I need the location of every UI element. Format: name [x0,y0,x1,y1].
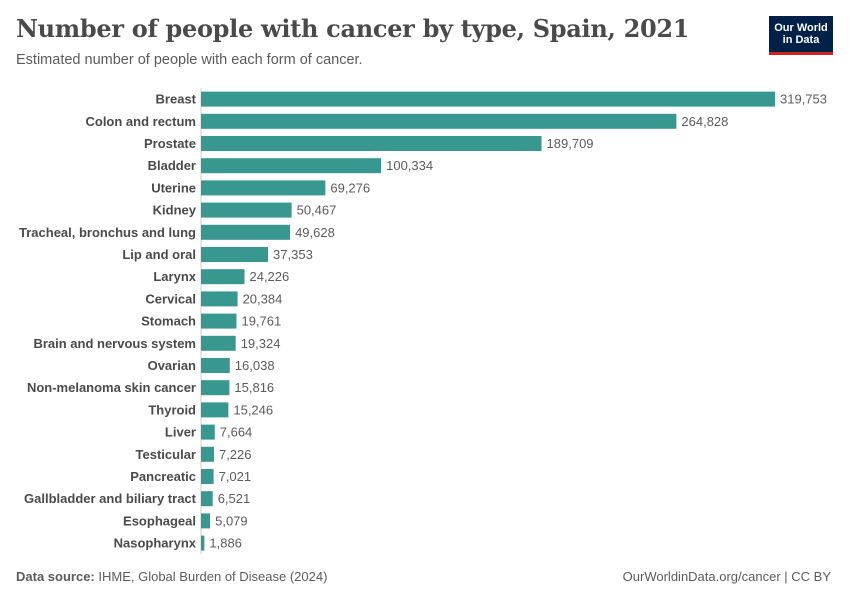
value-label: 1,886 [209,536,242,551]
bar[interactable] [201,202,292,218]
value-label: 6,521 [218,491,251,506]
value-label: 7,664 [220,425,253,440]
category-label: Uterine [151,180,196,195]
bar[interactable] [201,269,245,285]
value-label: 16,038 [235,358,275,373]
value-label: 19,324 [241,336,281,351]
logo-line-2: in Data [782,34,820,46]
chart-title: Number of people with cancer by type, Sp… [16,14,690,43]
value-label: 24,226 [249,269,289,284]
category-label: Nasopharynx [114,536,197,551]
data-source-text[interactable]: IHME, Global Burden of Disease (2024) [98,569,328,584]
value-label: 19,761 [241,314,281,329]
category-label: Prostate [144,136,196,151]
bar[interactable] [201,291,238,307]
category-label: Ovarian [148,358,196,373]
value-label: 319,753 [780,92,827,107]
bar[interactable] [201,247,269,262]
category-label: Esophageal [123,513,196,528]
value-label: 189,709 [547,136,594,151]
bar[interactable] [201,136,542,151]
bar[interactable] [201,402,229,418]
bar-chart: Breast 319,753 Colon and rectum 264,828 Pros… [19,88,827,555]
category-label: Pancreatic [130,469,196,484]
value-label: 5,079 [215,513,248,528]
category-label: Colon and rectum [85,114,196,129]
bar[interactable] [201,91,775,107]
category-label: Testicular [136,447,196,462]
chart-subtitle: Estimated number of people with each for… [16,52,363,68]
owid-logo[interactable]: Our World in Data [769,16,833,55]
footer-url-link[interactable]: OurWorldinData.org/cancer | CC BY [622,569,831,584]
value-label: 50,467 [297,203,337,218]
logo-line-1: Our World [774,22,828,34]
value-label: 100,334 [386,158,433,173]
category-label: Breast [156,92,197,107]
bar[interactable] [201,513,211,529]
category-label: Larynx [153,269,196,284]
category-label: Kidney [153,203,197,218]
category-label: Liver [165,425,196,440]
category-label: Cervical [145,291,196,306]
value-label: 49,628 [295,225,335,240]
data-source: Data source: IHME, Global Burden of Dise… [16,569,327,584]
bar[interactable] [201,380,230,396]
category-label: Non-melanoma skin cancer [27,380,196,395]
bar[interactable] [201,180,326,196]
category-label: Tracheal, bronchus and lung [19,225,196,240]
bar[interactable] [201,313,237,329]
bar[interactable] [201,491,213,507]
bar[interactable] [201,358,230,373]
value-label: 15,816 [234,380,274,395]
value-label: 7,021 [219,469,252,484]
value-label: 15,246 [233,402,273,417]
value-label: 69,276 [330,180,370,195]
category-label: Stomach [141,314,196,329]
bar[interactable] [201,158,382,174]
data-source-label: Data source: [16,569,95,584]
category-label: Lip and oral [122,247,196,262]
category-label: Thyroid [148,402,196,417]
value-label: 7,226 [219,447,252,462]
bar[interactable] [201,469,214,484]
bar[interactable] [201,113,677,129]
value-label: 20,384 [243,291,283,306]
bar[interactable] [201,446,214,462]
value-label: 264,828 [681,114,728,129]
bar[interactable] [201,224,291,240]
bar[interactable] [201,424,215,440]
category-label: Brain and nervous system [33,336,196,351]
value-label: 37,353 [273,247,313,262]
bar[interactable] [201,335,236,351]
category-label: Gallbladder and biliary tract [24,491,197,506]
category-label: Bladder [148,158,196,173]
bar[interactable] [201,535,205,551]
